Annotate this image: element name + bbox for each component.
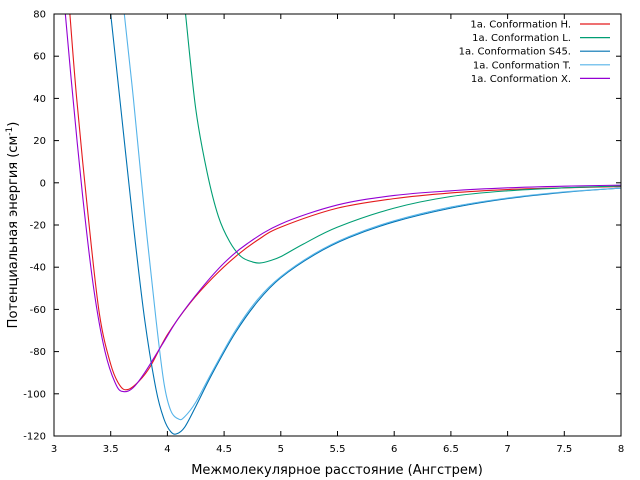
series-layer [64, 14, 621, 435]
legend-label-5: 1a. Conformation X. [471, 74, 571, 85]
ticks-layer: 3 3.5 4 4.5 5 5.5 6 6.5 7 7.5 8 -120 -100 -80 -60 -40 -2… [23, 10, 624, 456]
y-tick-label: -60 [30, 305, 46, 316]
x-tick-label: 7 [504, 444, 510, 455]
legend-label-1: 1a. Conformation H. [470, 20, 571, 31]
y-tick-label: -80 [30, 347, 46, 358]
x-tick-label: 5 [278, 444, 284, 455]
y-tick-label: 60 [33, 52, 46, 63]
x-tick-label: 4.5 [216, 444, 232, 455]
x-tick-label: 8 [618, 444, 624, 455]
series-line-5 [64, 14, 621, 393]
x-tick-label: 4 [164, 444, 170, 455]
x-tick-label: 5.5 [330, 444, 346, 455]
y-tick-label: 80 [33, 10, 46, 21]
legend: 1a. Conformation H. 1a. Conformation L. 1a… [459, 20, 610, 85]
x-tick-label: 6 [391, 444, 397, 455]
legend-label-4: 1a. Conformation T. [473, 60, 571, 71]
series-line-4 [123, 14, 621, 421]
x-tick-label: 3.5 [103, 444, 119, 455]
legend-label-3: 1a. Conformation S45. [459, 47, 571, 58]
x-axis-label: Межмолекулярное расстояние (Ангстрем) [191, 463, 483, 478]
y-axis-label-sup: -1 [5, 127, 15, 136]
y-tick-label: -100 [23, 389, 46, 400]
y-tick-label: -120 [23, 432, 46, 443]
y-axis-label: Потенциальная энергия (см-1) [5, 122, 21, 329]
y-tick-label: -40 [30, 263, 46, 274]
y-axis-label-end: ) [6, 122, 21, 127]
y-tick-label: 40 [33, 94, 46, 105]
series-line-2 [184, 14, 621, 264]
x-tick-label: 3 [51, 444, 57, 455]
x-tick-label: 6.5 [443, 444, 459, 455]
y-tick-label: 20 [33, 136, 46, 147]
y-tick-label: -20 [30, 221, 46, 232]
series-line-3 [110, 14, 621, 435]
x-tick-label: 7.5 [556, 444, 572, 455]
y-axis-label-main: Потенциальная энергия (см [6, 136, 21, 329]
legend-label-2: 1a. Conformation L. [472, 33, 571, 44]
y-tick-label: 0 [40, 178, 46, 189]
